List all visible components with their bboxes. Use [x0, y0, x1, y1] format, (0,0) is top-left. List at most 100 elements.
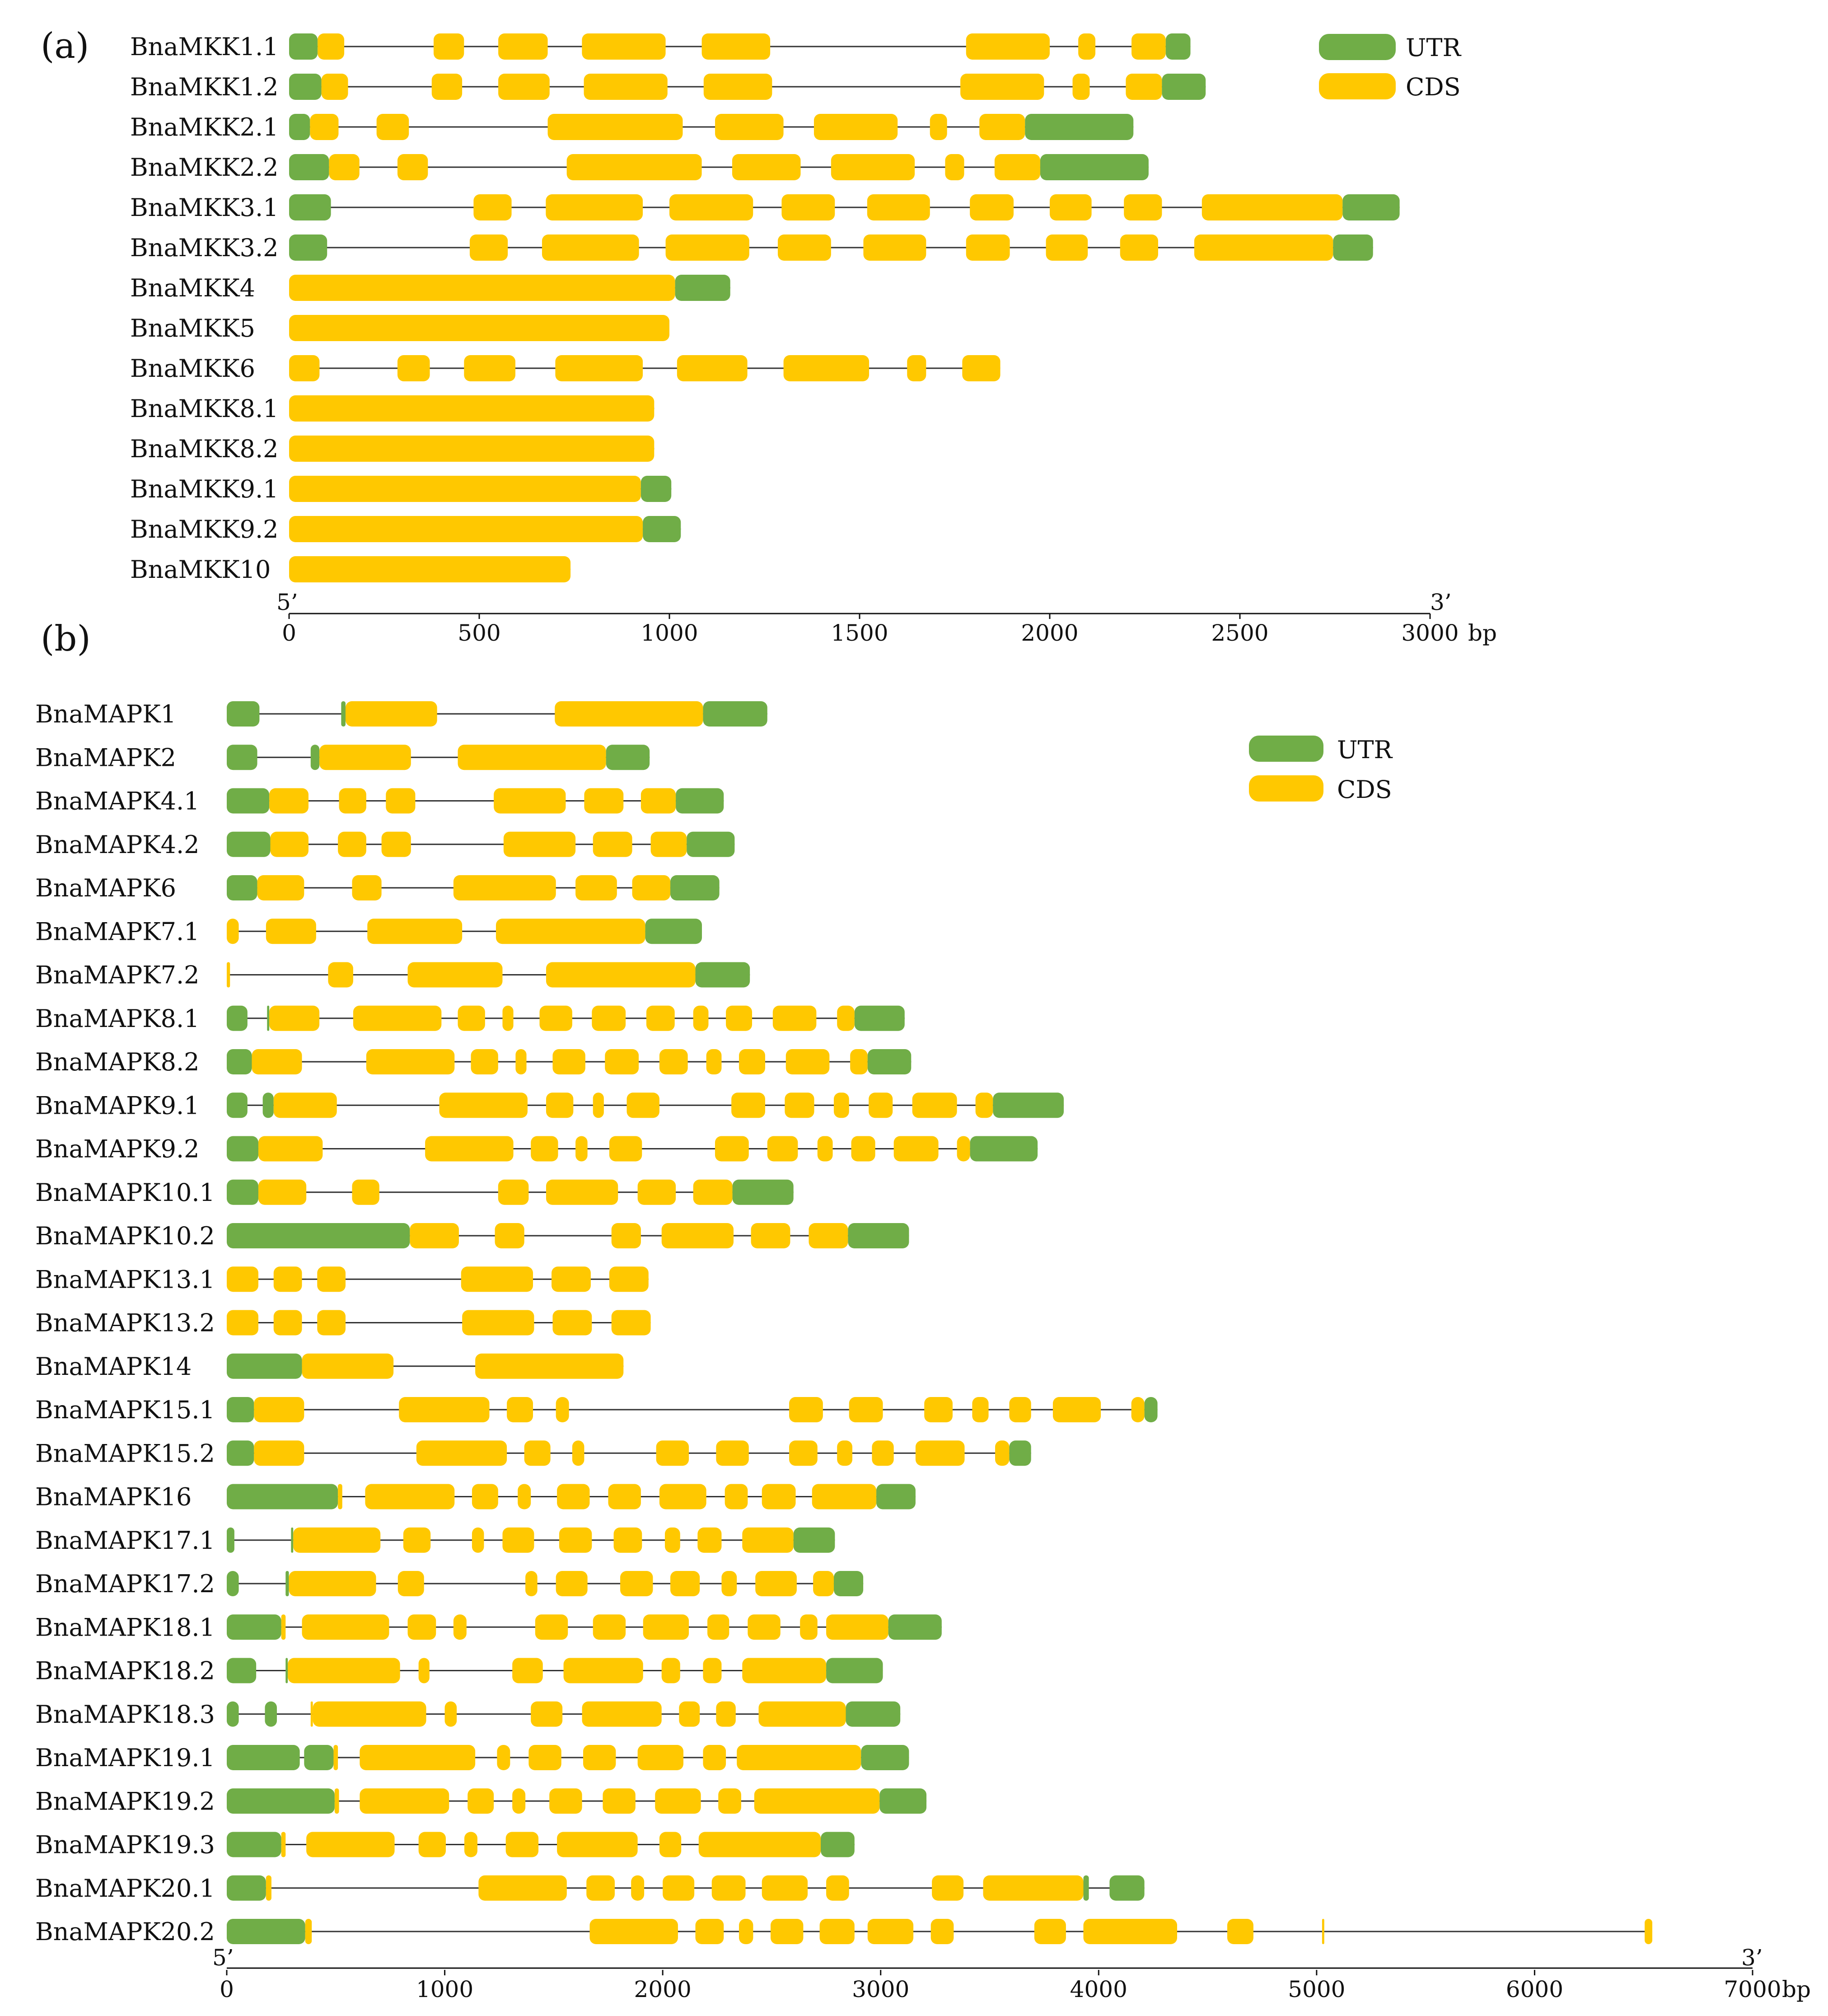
cds-segment [289, 1571, 376, 1596]
panel-a-unit-label: bp [1468, 620, 1497, 646]
panel-b-five-prime-label: 5’ [212, 1945, 234, 1971]
panel-b-gene-rows: BnaMAPK1 BnaMAPK2 BnaMAPK4.1 BnaMAPK4.2 BnaM… [35, 700, 1653, 1946]
cds-segment [1072, 74, 1090, 100]
cds-segment [1052, 1397, 1101, 1422]
cds-segment [826, 1614, 888, 1640]
axis-tick-label: 0 [220, 1976, 234, 2002]
cds-segment [589, 1919, 678, 1944]
cds-segment [258, 1179, 307, 1205]
cds-segment [425, 1136, 514, 1162]
gene-name-label: BnaMKK2.1 [130, 113, 279, 141]
cds-segment [783, 355, 870, 381]
gene-name-label: BnaMAPK14 [35, 1352, 192, 1381]
cds-segment [535, 1614, 568, 1640]
cds-segment [584, 74, 668, 100]
panel-b-legend-utr-label: UTR [1337, 736, 1393, 764]
cds-segment [475, 1353, 624, 1379]
cds-segment [407, 1614, 436, 1640]
cds-segment [754, 1788, 880, 1814]
cds-segment [376, 114, 409, 140]
cds-segment [461, 1266, 533, 1292]
cds-segment [945, 154, 964, 180]
utr-segment [227, 745, 257, 770]
cds-segment [306, 1832, 395, 1857]
cds-segment [960, 74, 1044, 100]
cds-segment [1131, 1397, 1145, 1422]
gene-name-label: BnaMKK8.1 [130, 394, 279, 423]
cds-segment [726, 1005, 752, 1031]
cds-segment [703, 74, 772, 100]
cds-segment [632, 875, 671, 900]
utr-segment [1162, 74, 1206, 100]
cds-segment [679, 1701, 700, 1727]
cds-segment [473, 194, 512, 220]
cds-segment [650, 831, 687, 857]
cds-segment [302, 1353, 394, 1379]
utr-segment [879, 1788, 927, 1814]
gene-name-label: BnaMAPK13.2 [35, 1309, 215, 1337]
cds-segment [381, 831, 411, 857]
cds-segment [609, 1136, 642, 1162]
gene-name-label: BnaMKK1.1 [130, 33, 279, 61]
cds-segment [542, 234, 639, 261]
utr-segment [848, 1223, 909, 1248]
cds-segment [397, 1571, 424, 1596]
axis-tick-label: 1000 [416, 1976, 473, 2002]
panel-a-x-axis: 5’ 3’ 0 500 1000 1500 2000 2500 3000 bp [276, 589, 1497, 646]
cds-segment [289, 516, 643, 542]
utr-segment [227, 1353, 302, 1379]
cds-segment [697, 1527, 722, 1553]
cds-segment [227, 1266, 258, 1292]
cds-segment [664, 1527, 680, 1553]
utr-segment [1025, 114, 1134, 140]
gene-name-label: BnaMAPK10.2 [35, 1222, 215, 1250]
gene-name-label: BnaMAPK15.2 [35, 1439, 215, 1467]
cds-segment [631, 1875, 645, 1901]
cds-segment [281, 1614, 286, 1640]
cds-segment [659, 1484, 706, 1510]
cds-segment [837, 1440, 852, 1466]
cds-segment [505, 1832, 539, 1857]
cds-segment [932, 1875, 964, 1901]
cds-segment [812, 1484, 877, 1510]
gene-row: BnaMAPK20.2 [35, 1918, 1653, 1946]
cds-segment [739, 1049, 765, 1074]
utr-segment [227, 1527, 234, 1553]
utr-segment [285, 1658, 288, 1683]
gene-row: BnaMKK2.2 [130, 153, 1149, 182]
cds-segment [305, 1919, 312, 1944]
cds-segment [837, 1005, 855, 1031]
cds-segment [641, 788, 676, 814]
cds-segment [410, 1223, 459, 1248]
cds-segment [549, 1788, 582, 1814]
cds-segment [431, 74, 463, 100]
utr-segment [670, 875, 720, 900]
cds-segment [725, 1484, 748, 1510]
cds-segment [518, 1484, 531, 1510]
cds-segment [851, 1136, 875, 1162]
utr-segment [285, 1571, 289, 1596]
panel-b-legend-utr-swatch [1249, 736, 1323, 762]
utr-segment [1144, 1397, 1158, 1422]
gene-name-label: BnaMAPK10.1 [35, 1178, 215, 1207]
utr-segment [227, 1745, 300, 1770]
gene-row: BnaMAPK7.2 [35, 961, 750, 989]
gene-row: BnaMKK2.1 [130, 113, 1134, 141]
cds-segment [608, 1484, 641, 1510]
cds-segment [605, 1049, 639, 1074]
gene-name-label: BnaMKK2.2 [130, 153, 279, 182]
cds-segment [353, 1005, 442, 1031]
cds-segment [1078, 33, 1096, 60]
gene-row: BnaMKK6 [130, 354, 1000, 383]
cds-segment [711, 1875, 746, 1901]
cds-segment [338, 831, 366, 857]
cds-segment [582, 33, 666, 60]
cds-segment [318, 33, 345, 60]
utr-segment [821, 1832, 855, 1857]
gene-row: BnaMAPK19.1 [35, 1744, 909, 1772]
gene-row: BnaMAPK7.1 [35, 917, 702, 946]
gene-row: BnaMKK1.1 [130, 33, 1191, 61]
utr-segment [993, 1092, 1064, 1118]
cds-segment [593, 1092, 604, 1118]
